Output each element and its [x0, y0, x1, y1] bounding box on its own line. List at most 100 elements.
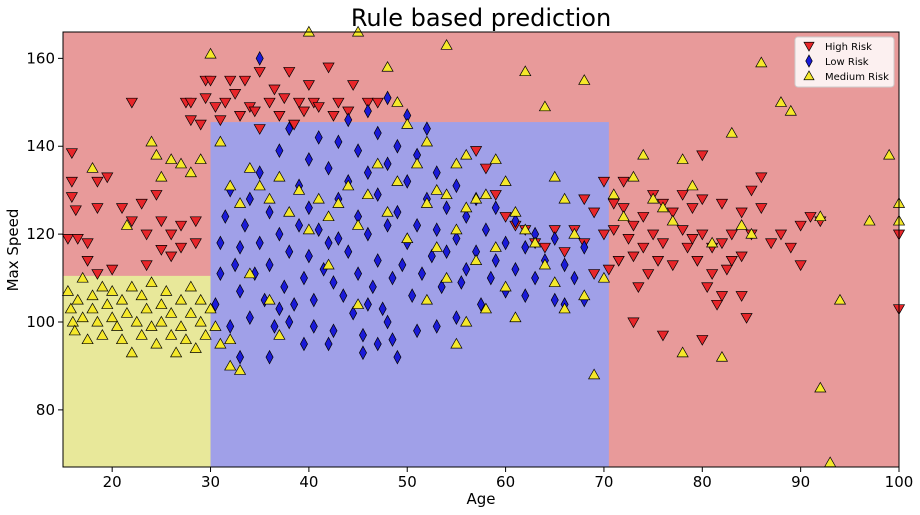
- point-high-risk: [686, 203, 699, 214]
- point-high-risk: [297, 106, 311, 118]
- point-high-risk: [725, 229, 738, 241]
- point-high-risk: [135, 198, 148, 210]
- point-medium-risk: [568, 227, 581, 239]
- point-high-risk: [656, 330, 670, 342]
- point-low-risk: [398, 257, 407, 273]
- point-high-risk: [627, 317, 640, 329]
- x-tick-label: 60: [496, 473, 515, 491]
- point-medium-risk: [509, 205, 522, 217]
- point-high-risk: [155, 216, 168, 228]
- point-low-risk: [486, 270, 495, 286]
- point-high-risk: [588, 269, 601, 280]
- point-medium-risk: [607, 188, 620, 200]
- point-medium-risk: [548, 276, 561, 287]
- point-medium-risk: [725, 126, 738, 138]
- point-medium-risk: [160, 285, 173, 296]
- point-high-risk: [140, 229, 153, 241]
- point-low-risk: [393, 349, 402, 365]
- point-medium-risk: [150, 337, 163, 349]
- point-medium-risk: [243, 267, 256, 279]
- point-medium-risk: [61, 285, 75, 296]
- point-low-risk: [245, 310, 254, 325]
- point-high-risk: [597, 229, 611, 241]
- point-medium-risk: [578, 74, 591, 85]
- point-medium-risk: [538, 258, 552, 270]
- point-low-risk: [231, 257, 240, 273]
- point-medium-risk: [135, 328, 148, 340]
- point-high-risk: [720, 264, 733, 276]
- legend: High Risk Low Risk Medium Risk: [794, 36, 895, 88]
- point-low-risk: [280, 279, 289, 295]
- point-high-risk: [165, 229, 178, 241]
- point-medium-risk: [194, 153, 207, 164]
- point-low-risk: [314, 130, 323, 145]
- point-medium-risk: [179, 333, 193, 345]
- point-low-risk: [265, 257, 274, 273]
- point-high-risk: [701, 282, 714, 294]
- point-medium-risk: [538, 100, 552, 112]
- region-medium-risk: [63, 275, 211, 467]
- point-high-risk: [292, 97, 306, 109]
- point-high-risk: [607, 225, 620, 236]
- point-low-risk: [354, 266, 363, 282]
- point-medium-risk: [558, 302, 571, 314]
- point-medium-risk: [460, 201, 473, 213]
- point-high-risk: [184, 115, 197, 127]
- point-high-risk: [69, 205, 82, 217]
- point-high-risk: [637, 212, 650, 223]
- point-medium-risk: [342, 179, 355, 191]
- point-high-risk: [65, 148, 78, 160]
- point-medium-risk: [627, 170, 640, 182]
- point-high-risk: [312, 102, 325, 113]
- point-low-risk: [339, 288, 348, 303]
- point-high-risk: [189, 216, 202, 228]
- point-high-risk: [558, 247, 571, 258]
- point-low-risk: [359, 345, 367, 361]
- x-tick-label: 40: [299, 473, 318, 491]
- point-medium-risk: [499, 280, 512, 292]
- point-high-risk: [469, 146, 483, 157]
- point-high-risk: [725, 256, 738, 267]
- point-medium-risk: [165, 328, 178, 340]
- point-medium-risk: [263, 293, 276, 305]
- point-medium-risk: [243, 162, 256, 173]
- point-medium-risk: [499, 175, 512, 186]
- point-high-risk: [91, 176, 104, 188]
- point-medium-risk: [86, 289, 99, 301]
- point-medium-risk: [155, 298, 168, 309]
- point-medium-risk: [686, 179, 699, 191]
- point-high-risk: [617, 176, 630, 188]
- point-medium-risk: [676, 153, 689, 164]
- point-low-risk: [255, 165, 264, 180]
- point-low-risk: [324, 235, 333, 251]
- point-low-risk: [344, 112, 353, 128]
- x-tick-label: 20: [103, 473, 122, 491]
- point-high-risk: [735, 207, 748, 219]
- point-high-risk: [361, 97, 374, 109]
- point-high-risk: [342, 106, 355, 118]
- point-high-risk: [745, 185, 758, 197]
- y-tick-label: 80: [36, 401, 55, 419]
- point-low-risk: [285, 314, 294, 330]
- point-medium-risk: [101, 298, 114, 309]
- point-medium-risk: [479, 302, 493, 314]
- plot-frame: [62, 31, 900, 468]
- point-medium-risk: [263, 192, 276, 204]
- point-medium-risk: [155, 170, 168, 182]
- point-high-risk: [691, 256, 704, 267]
- point-medium-risk: [115, 293, 129, 305]
- point-medium-risk: [774, 96, 788, 107]
- point-low-risk: [368, 279, 377, 295]
- point-low-risk: [383, 314, 392, 330]
- point-medium-risk: [430, 183, 443, 195]
- point-high-risk: [229, 89, 242, 100]
- point-high-risk: [647, 229, 660, 241]
- point-low-risk: [334, 231, 343, 246]
- x-tick-label: 80: [693, 473, 712, 491]
- point-high-risk: [253, 67, 266, 78]
- x-tick-label: 70: [594, 473, 613, 491]
- point-medium-risk: [194, 315, 207, 327]
- point-low-risk: [285, 244, 294, 260]
- point-high-risk: [794, 220, 807, 232]
